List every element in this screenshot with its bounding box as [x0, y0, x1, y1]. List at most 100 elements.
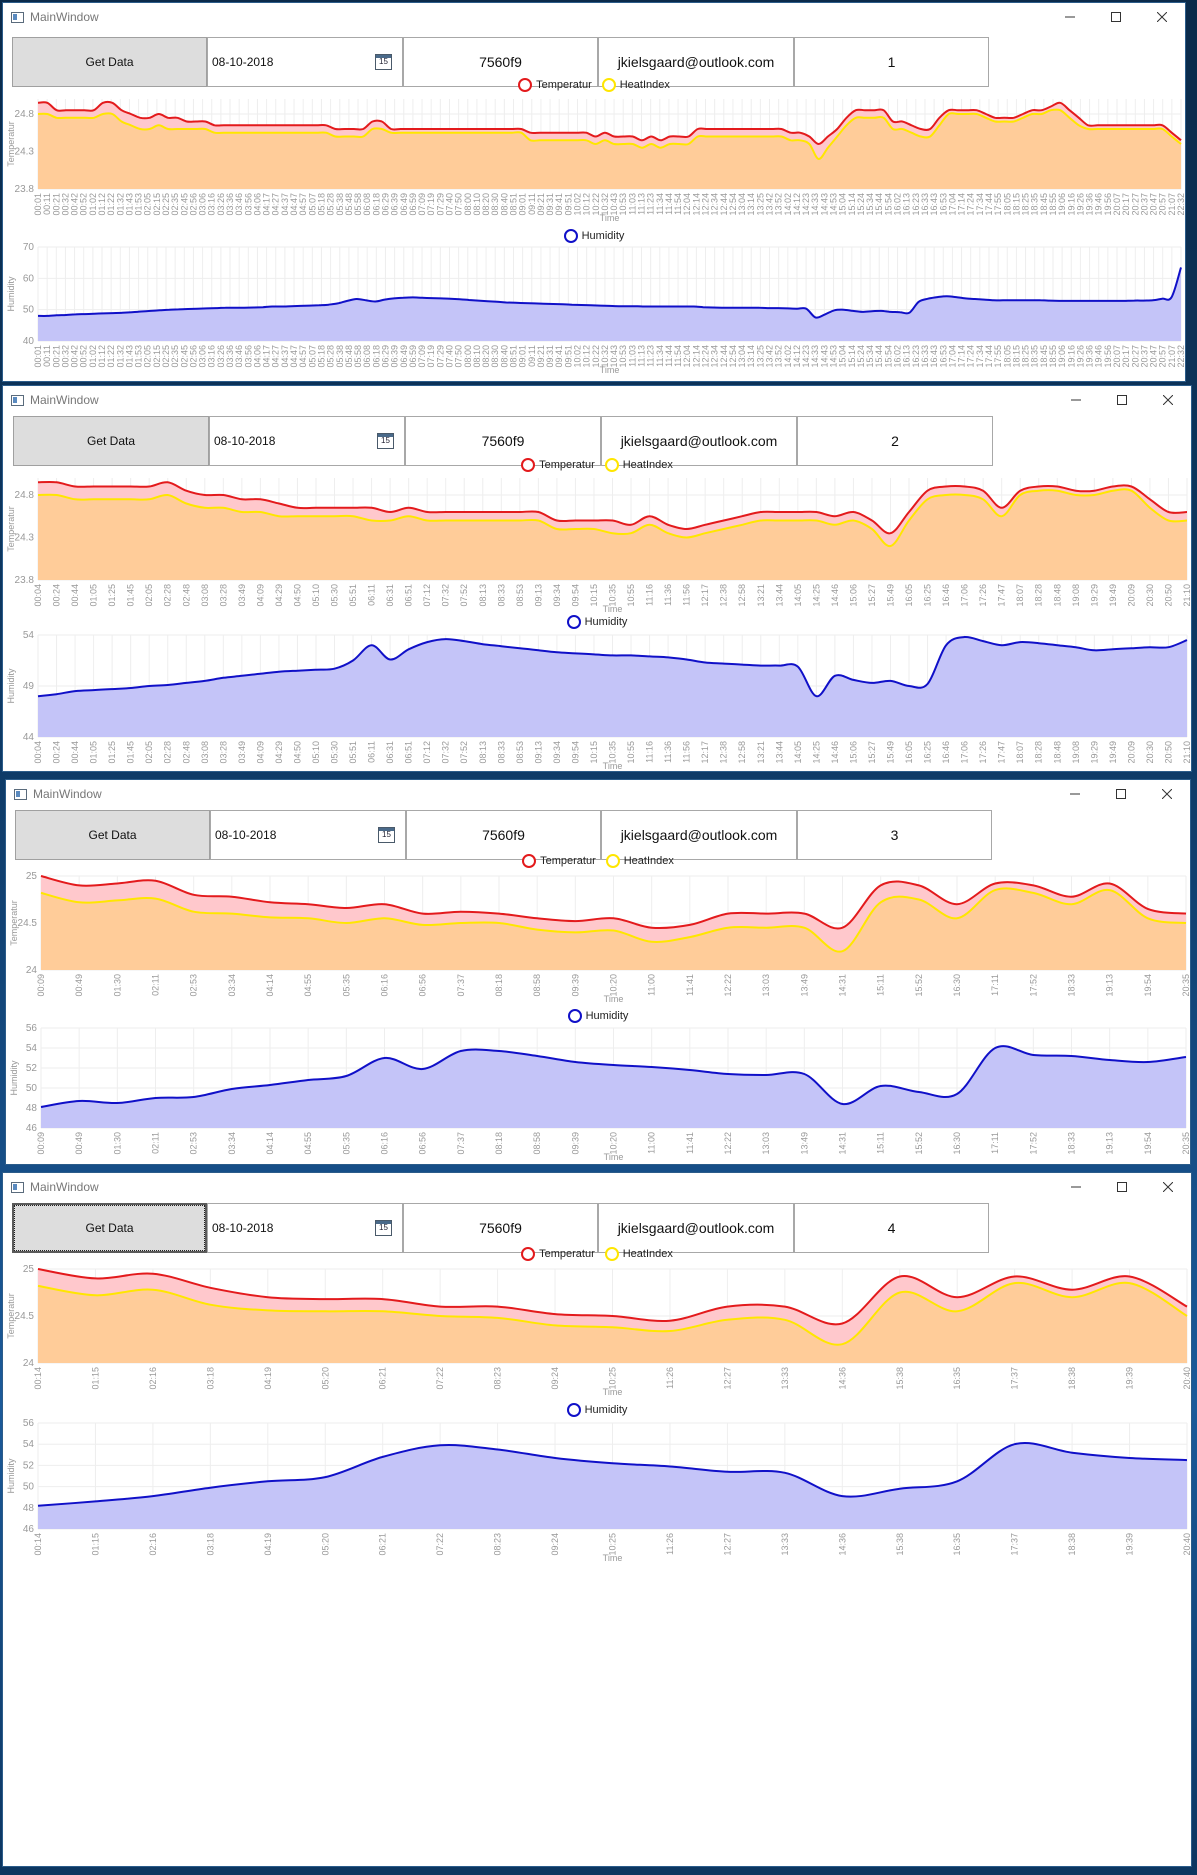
title-bar[interactable]: MainWindow [3, 1173, 1191, 1201]
device-id-field[interactable]: 7560f9 [406, 810, 601, 860]
x-tick-label: 13:52 [774, 345, 784, 368]
x-tick-label: 09:41 [554, 193, 564, 216]
date-value: 08-10-2018 [215, 828, 277, 842]
minimize-button[interactable] [1047, 3, 1093, 31]
x-tick-label: 17:37 [1010, 1533, 1020, 1556]
get-data-button[interactable]: Get Data [12, 1203, 207, 1253]
x-tick-label: 01:02 [88, 193, 98, 216]
calendar-icon[interactable]: 15 [377, 433, 394, 449]
x-tick-label: 11:56 [682, 741, 692, 763]
x-tick-label: 17:11 [990, 1132, 1000, 1154]
x-tick-label: 17:55 [993, 193, 1003, 216]
x-tick-label: 05:10 [311, 741, 321, 764]
email-field[interactable]: jkielsgaard@outlook.com [598, 37, 794, 87]
count-field[interactable]: 4 [794, 1203, 989, 1253]
x-axis-title: Time [600, 365, 620, 375]
count-field[interactable]: 2 [797, 416, 993, 466]
y-tick-label: 24.8 [15, 109, 35, 120]
legend-heatindex[interactable]: HeatIndex [601, 78, 670, 92]
legend-humidity[interactable]: Humidity [566, 1403, 627, 1417]
legend-marker [521, 1247, 536, 1261]
legend-temperatur[interactable]: Temperatur [521, 1247, 595, 1261]
device-id-field[interactable]: 7560f9 [405, 416, 601, 466]
device-id-field[interactable]: 7560f9 [403, 1203, 598, 1253]
email-field[interactable]: jkielsgaard@outlook.com [601, 810, 797, 860]
y-tick-label: 70 [23, 243, 35, 253]
count-field[interactable]: 3 [797, 810, 992, 860]
x-axis-title: Time [603, 604, 623, 614]
email-field[interactable]: jkielsgaard@outlook.com [598, 1203, 794, 1253]
x-tick-label: 01:30 [112, 1132, 122, 1155]
x-tick-label: 02:16 [148, 1533, 158, 1556]
y-tick-label: 23.8 [15, 184, 35, 195]
series-line-temperatur [40, 875, 1187, 930]
calendar-icon[interactable]: 15 [378, 827, 395, 843]
x-tick-label: 14:33 [810, 193, 820, 216]
legend-humidity[interactable]: Humidity [563, 229, 624, 243]
legend-humidity[interactable]: Humidity [566, 615, 627, 629]
close-button[interactable] [1144, 780, 1190, 808]
legend-temperatur[interactable]: Temperatur [522, 854, 596, 868]
legend-label: Temperatur [539, 1248, 595, 1260]
x-tick-label: 12:22 [723, 1132, 733, 1155]
title-bar[interactable]: MainWindow [6, 780, 1190, 808]
minimize-button[interactable] [1053, 1173, 1099, 1201]
x-tick-label: 20:35 [1181, 1132, 1191, 1155]
toolbar: Get Data 08-10-2018 15 7560f9 jkielsgaard… [13, 416, 993, 466]
title-bar[interactable]: MainWindow [3, 3, 1185, 31]
calendar-icon[interactable]: 15 [375, 54, 392, 70]
calendar-icon[interactable]: 15 [375, 1220, 392, 1236]
x-tick-label: 14:46 [830, 584, 840, 607]
count-field[interactable]: 1 [794, 37, 989, 87]
date-picker[interactable]: 08-10-2018 15 [209, 416, 405, 466]
minimize-icon [1070, 793, 1080, 795]
date-picker[interactable]: 08-10-2018 15 [207, 1203, 403, 1253]
date-picker[interactable]: 08-10-2018 15 [210, 810, 406, 860]
x-tick-label: 10:53 [618, 193, 628, 216]
minimize-button[interactable] [1052, 780, 1098, 808]
x-tick-label: 15:11 [876, 974, 886, 996]
x-tick-label: 02:05 [144, 584, 154, 607]
x-tick-label: 08:13 [478, 741, 488, 764]
x-tick-label: 08:40 [499, 193, 509, 216]
x-tick-label: 17:24 [966, 193, 976, 216]
get-data-button[interactable]: Get Data [15, 810, 210, 860]
y-axis-title: Humidity [6, 1458, 16, 1494]
y-tick-label: 48 [26, 1103, 38, 1114]
legend-humidity[interactable]: Humidity [567, 1009, 628, 1023]
close-button[interactable] [1145, 386, 1191, 414]
email-field[interactable]: jkielsgaard@outlook.com [601, 416, 797, 466]
maximize-button[interactable] [1093, 3, 1139, 31]
legend-marker [605, 854, 620, 868]
x-tick-label: 18:33 [1067, 974, 1077, 997]
get-data-button[interactable]: Get Data [12, 37, 207, 87]
device-id-field[interactable]: 7560f9 [403, 37, 598, 87]
x-tick-label: 04:19 [263, 1367, 273, 1390]
date-picker[interactable]: 08-10-2018 15 [207, 37, 403, 87]
legend-temperatur[interactable]: Temperatur [521, 458, 595, 472]
maximize-button[interactable] [1098, 780, 1144, 808]
x-tick-label: 14:36 [837, 1367, 847, 1390]
x-tick-label: 19:16 [1066, 193, 1076, 216]
minimize-button[interactable] [1053, 386, 1099, 414]
legend-heatindex[interactable]: HeatIndex [604, 458, 673, 472]
maximize-button[interactable] [1099, 1173, 1145, 1201]
x-tick-label: 08:30 [490, 345, 500, 368]
x-tick-label: 11:41 [685, 1132, 695, 1154]
x-tick-label: 15:38 [895, 1367, 905, 1390]
legend-temperatur[interactable]: Temperatur [518, 78, 592, 92]
maximize-button[interactable] [1099, 386, 1145, 414]
legend-heatindex[interactable]: HeatIndex [604, 1247, 673, 1261]
y-tick-label: 24.5 [18, 918, 38, 929]
x-tick-label: 11:54 [673, 193, 683, 215]
x-tick-label: 07:29 [435, 193, 445, 216]
x-tick-label: 02:15 [152, 345, 162, 368]
get-data-button[interactable]: Get Data [13, 416, 209, 466]
close-button[interactable] [1145, 1173, 1191, 1201]
x-tick-label: 14:02 [783, 345, 793, 368]
legend-heatindex[interactable]: HeatIndex [605, 854, 674, 868]
x-tick-label: 19:39 [1125, 1367, 1135, 1390]
x-tick-label: 02:11 [151, 974, 161, 996]
title-bar[interactable]: MainWindow [3, 386, 1191, 414]
close-button[interactable] [1139, 3, 1185, 31]
